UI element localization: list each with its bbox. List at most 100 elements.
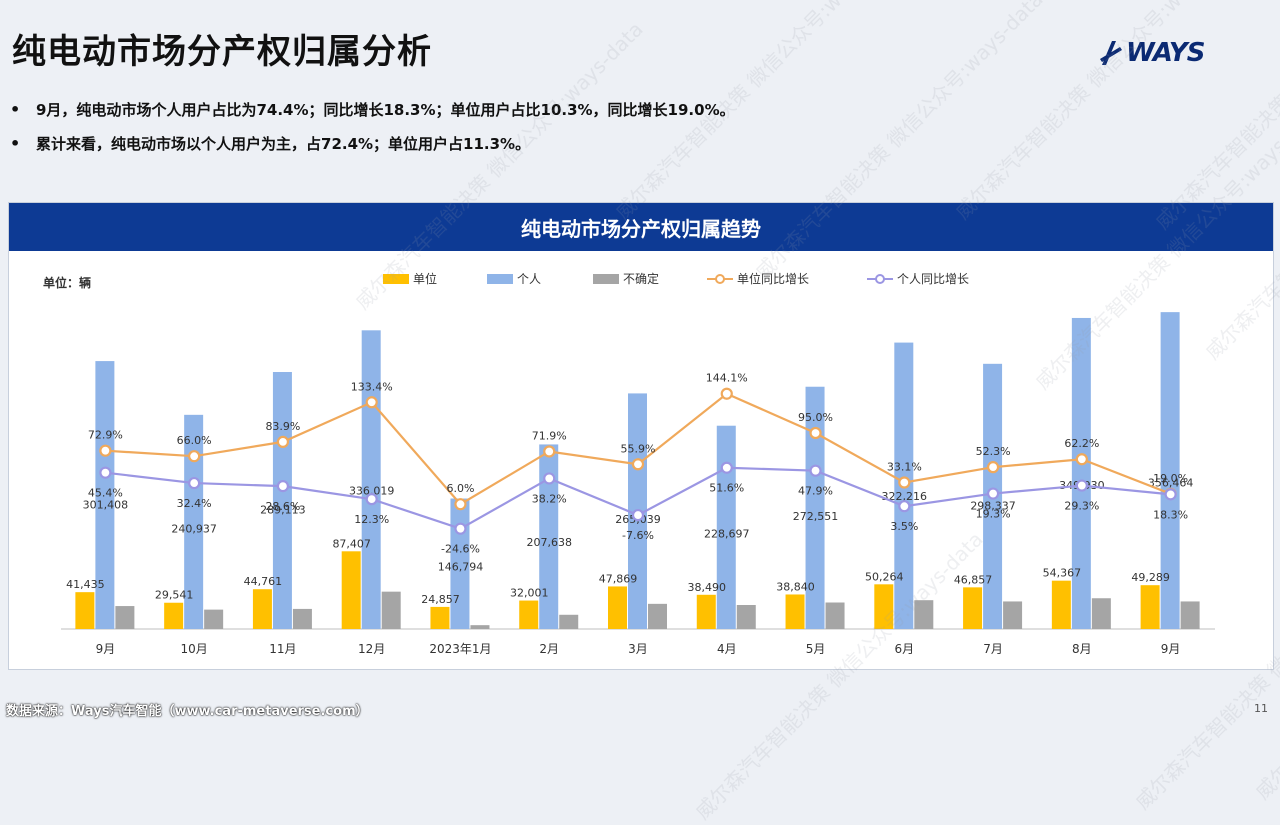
page-number: 11 (1254, 702, 1268, 715)
unit-yoy-point (809, 426, 822, 440)
bar-uncertain (1003, 601, 1023, 629)
bullet-text: 9月，纯电动市场个人用户占比为74.4%；同比增长18.3%；单位用户占比10.… (36, 100, 735, 119)
personal-yoy-point (276, 480, 290, 493)
bar-unit (341, 551, 361, 629)
bar-label-unit: 87,407 (332, 537, 371, 550)
x-tick-label: 5月 (806, 642, 826, 656)
personal-yoy-point (543, 472, 556, 485)
bar-uncertain (204, 609, 224, 629)
bar-label-personal: 240,937 (171, 523, 217, 536)
bar-label-personal: 322,216 (882, 490, 928, 503)
unit-yoy-point (1075, 453, 1088, 466)
bar-label-personal: 336,019 (349, 485, 395, 498)
x-tick-label: 8月 (1072, 642, 1092, 656)
page-title: 纯电动市场分产权归属分析 (12, 32, 432, 72)
legend-marker-4 (875, 274, 885, 284)
bar-uncertain (914, 600, 934, 629)
x-tick-label: 4月 (717, 642, 737, 656)
legend-label-1: 个人 (517, 272, 541, 286)
personal-yoy-point (631, 508, 645, 522)
bar-label-personal: 356,464 (1148, 476, 1194, 489)
bar-uncertain (381, 591, 401, 629)
bullet-dot-icon: • (10, 133, 21, 153)
unit-yoy-point (454, 498, 467, 511)
bar-personal (805, 386, 825, 629)
personal-yoy-point (720, 461, 733, 474)
personal-yoy-label: 19.3% (976, 508, 1011, 521)
bar-personal (539, 444, 559, 629)
legend-marker-3 (715, 274, 725, 284)
ways-logo: WAYS (1098, 36, 1218, 70)
personal-yoy-label: 29.3% (1064, 500, 1099, 513)
bar-unit (874, 584, 894, 629)
unit-yoy-point (99, 444, 112, 457)
bullet-dot-icon: • (10, 99, 21, 119)
bar-unit (430, 606, 450, 629)
bar-uncertain (648, 603, 667, 629)
unit-yoy-point (188, 450, 201, 463)
legend-label-0: 单位 (413, 271, 437, 286)
unit-yoy-label: 19.0% (1153, 472, 1188, 485)
bar-label-personal: 228,697 (704, 528, 750, 541)
bar-personal (1071, 317, 1091, 629)
bar-uncertain (470, 625, 490, 629)
bar-uncertain (1091, 598, 1111, 629)
x-tick-label: 3月 (628, 642, 648, 656)
bar-personal (361, 330, 381, 629)
legend-swatch-2 (593, 274, 619, 284)
bar-label-unit: 49,289 (1131, 571, 1170, 584)
x-tick-label: 2023年1月 (429, 642, 491, 656)
bar-unit (608, 586, 627, 629)
personal-yoy-point (1075, 479, 1088, 492)
bar-uncertain (736, 605, 756, 629)
bar-label-personal: 146,794 (438, 560, 484, 573)
bar-uncertain (559, 614, 579, 629)
bar-unit (519, 600, 539, 629)
chart-panel: 纯电动市场分产权归属趋势 单位：辆 单位 个人 不确定 单位同比增长 个人同比增长 41,… (8, 202, 1274, 670)
bar-label-personal: 207,638 (526, 536, 572, 549)
bar-personal (272, 372, 292, 629)
bar-unit (75, 592, 95, 629)
logo-mark-icon (1100, 41, 1122, 65)
unit-yoy-label: 33.1% (887, 461, 922, 474)
bar-uncertain (1180, 601, 1200, 629)
personal-yoy-label: 32.4% (177, 497, 212, 510)
personal-yoy-point (99, 466, 112, 479)
unit-yoy-label: 133.4% (351, 380, 393, 393)
bar-label-unit: 38,840 (776, 580, 815, 593)
unit-yoy-point (631, 458, 645, 471)
unit-yoy-label: 55.9% (621, 442, 656, 455)
personal-yoy-label: -7.6% (622, 529, 654, 542)
bar-unit (252, 589, 272, 629)
personal-yoy-point (188, 476, 201, 490)
unit-yoy-label: 71.9% (532, 429, 567, 442)
personal-yoy-label: 28.6% (265, 500, 300, 513)
bar-label-personal: 289,113 (260, 503, 306, 516)
bar-label-personal: 272,551 (793, 510, 839, 523)
bar-uncertain (115, 606, 135, 629)
personal-yoy-point (809, 464, 822, 477)
legend-label-3: 单位同比增长 (737, 271, 809, 286)
unit-yoy-point (898, 476, 911, 489)
personal-yoy-point (365, 493, 378, 506)
bar-personal (1160, 312, 1180, 629)
legend-label-2: 不确定 (623, 271, 659, 286)
bar-uncertain (825, 602, 845, 629)
unit-yoy-label: 144.1% (706, 372, 748, 385)
legend-swatch-1 (487, 274, 513, 284)
bar-label-unit: 50,264 (865, 570, 904, 583)
unit-yoy-point (276, 435, 290, 448)
personal-yoy-point (454, 522, 467, 535)
personal-yoy-label: 51.6% (709, 482, 744, 495)
bar-uncertain (292, 608, 312, 629)
bar-unit (785, 594, 805, 629)
personal-yoy-label: 38.2% (532, 492, 567, 505)
bar-label-unit: 44,761 (244, 575, 283, 588)
bullet-item: • 9月，纯电动市场个人用户占比为74.4%；同比增长18.3%；单位用户占比1… (10, 92, 1210, 126)
bar-label-unit: 41,435 (66, 578, 105, 591)
bar-label-unit: 29,541 (155, 589, 194, 602)
x-tick-label: 9月 (96, 642, 116, 656)
x-tick-label: 6月 (894, 642, 914, 656)
chart-panel-title: 纯电动市场分产权归属趋势 (9, 203, 1273, 251)
unit-yoy-point (720, 387, 733, 400)
